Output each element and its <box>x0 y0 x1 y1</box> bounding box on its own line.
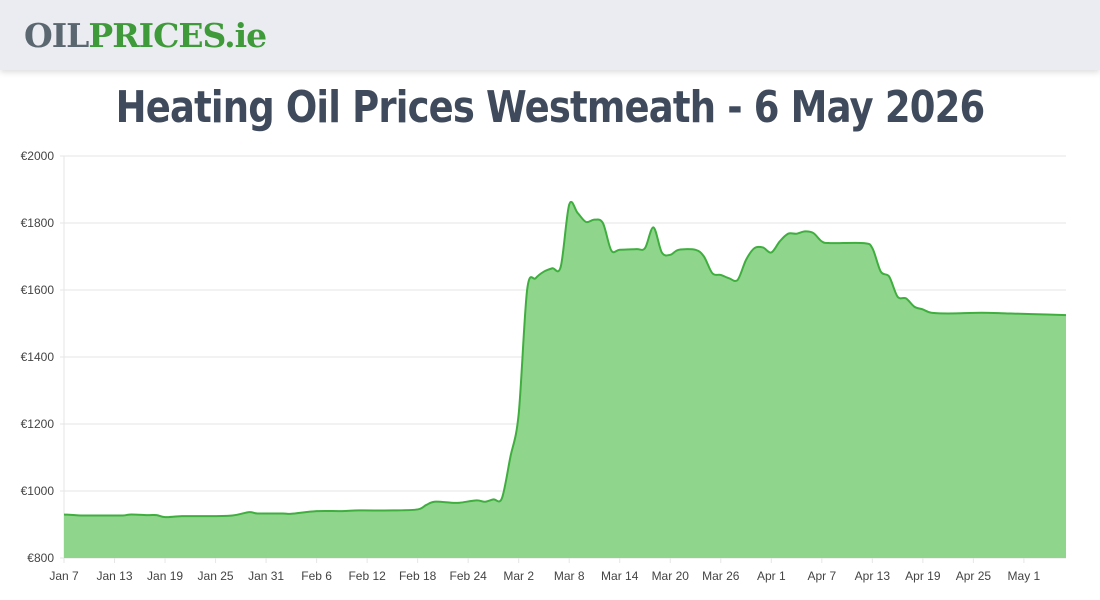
x-tick-label: Apr 1 <box>757 569 786 583</box>
y-tick-label: €1400 <box>21 350 55 364</box>
x-tick-label: Apr 13 <box>855 569 891 583</box>
price-line <box>63 200 1067 519</box>
logo-ie-text: .ie <box>224 16 267 55</box>
x-tick-label: Mar 8 <box>554 569 585 583</box>
x-tick-label: Feb 24 <box>449 569 487 583</box>
x-tick-label: Feb 18 <box>399 569 437 583</box>
x-tick-label: Jan 7 <box>49 569 79 583</box>
x-tick-label: May 1 <box>1008 569 1041 583</box>
y-tick-label: €800 <box>27 551 54 565</box>
y-tick-label: €1000 <box>21 484 55 498</box>
x-tick-label: Mar 26 <box>702 569 740 583</box>
x-tick-label: Apr 25 <box>956 569 992 583</box>
price-area-fill <box>64 201 1066 558</box>
x-tick-label: Feb 6 <box>301 569 332 583</box>
x-tick-label: Jan 19 <box>147 569 183 583</box>
y-tick-label: €2000 <box>21 149 55 163</box>
y-tick-label: €1800 <box>21 216 55 230</box>
price-area-chart: €800 €1000 €1200 €1400 €1600 €1800 €2000 Jan 7… <box>21 149 1067 583</box>
x-tick-label: Mar 14 <box>601 569 639 583</box>
x-tick-label: Mar 2 <box>503 569 534 583</box>
x-tick-label: Mar 20 <box>652 569 690 583</box>
page-title: Heating Oil Prices Westmeath - 6 May 202… <box>115 82 986 133</box>
x-axis-ticks: Jan 7 Jan 13 Jan 19 Jan 25 Jan 31 Feb 6 Feb 12… <box>49 558 1041 583</box>
y-axis-ticks: €800 €1000 €1200 €1400 €1600 €1800 €2000 <box>21 149 55 565</box>
x-tick-label: Jan 25 <box>198 569 234 583</box>
logo-prices-text: PRICES <box>88 16 225 55</box>
x-tick-label: Apr 19 <box>905 569 941 583</box>
x-tick-label: Feb 12 <box>348 569 386 583</box>
logo-oil-text: OIL <box>24 16 89 55</box>
y-tick-label: €1600 <box>21 283 55 297</box>
x-tick-label: Jan 13 <box>97 569 133 583</box>
site-logo[interactable]: OILPRICES.ie <box>24 14 267 58</box>
y-tick-label: €1200 <box>21 417 55 431</box>
header-bar: OILPRICES.ie <box>0 0 1100 70</box>
x-tick-label: Jan 31 <box>248 569 284 583</box>
x-tick-label: Apr 7 <box>807 569 836 583</box>
